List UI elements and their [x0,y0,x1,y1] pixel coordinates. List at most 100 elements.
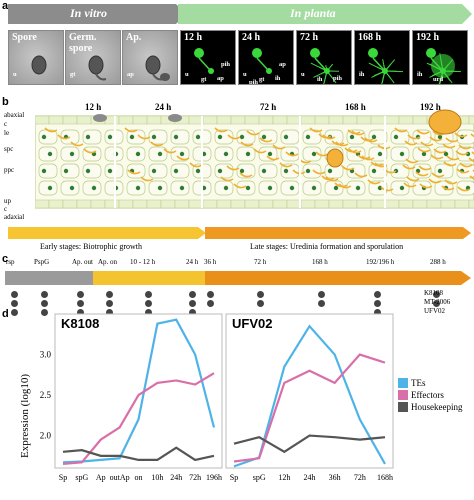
tissue-label: le [4,129,10,137]
micrograph-tile: 24 h u gt ih ap pih [238,30,294,85]
tile-title: Spore [12,32,37,43]
sample-dot [77,309,84,316]
micrograph-image [252,48,272,74]
sample-dot [318,291,325,298]
isolate-label: UFV02 [424,307,446,315]
structure-label: ap [217,75,224,82]
legend-swatch-tes [398,378,408,388]
micrograph-tile: 192 h ih urd [412,30,468,85]
x-tick-label: 36h [329,473,341,482]
x-tick-label: 72h [189,473,201,482]
late-stage-arrow [205,227,471,239]
late-stage-text: Late stages: Uredinia formation and spor… [250,242,404,251]
tissue-label: spc [4,145,14,153]
micrograph-tile: 12 h u gt ap pih [180,30,236,85]
tissue-label: abaxial [4,111,25,119]
chart-title: K8108 [61,316,99,331]
x-tick-label: spG [253,473,266,482]
tile-title: Germ. spore [69,32,97,54]
sample-dot [145,291,152,298]
tissue-label: adaxial [4,213,25,221]
sample-dot [189,309,196,316]
sample-dot [106,309,113,316]
sample-dot [11,300,18,307]
panel-d-label: d [2,308,9,320]
sample-dot [189,291,196,298]
structure-label: ih [359,71,365,78]
structure-label: pih [333,75,343,82]
x-tick-label: outAp [110,473,130,482]
series-line-effectors [62,372,215,466]
stage-name: rsp [6,258,15,266]
time-label: 24 h [155,102,172,112]
stage-name: 168 h [312,258,328,266]
stage-name: 24 h [186,258,199,266]
leaf-cross-section [35,109,474,209]
sample-dot [11,309,18,316]
isolate-label: K8108 [424,289,444,297]
x-tick-label: 12h [278,473,290,482]
micrograph-tile: 72 h u ih pih [296,30,352,85]
sample-dot [207,291,214,298]
x-tick-label: on [135,473,143,482]
stage-name: 36 h [204,258,217,266]
x-tick-label: spG [75,473,88,482]
sample-dot [257,300,264,307]
time-label: 192 h [420,102,441,112]
legend-label-housekeeping: Housekeeping [411,402,463,412]
structure-label: pih [249,79,259,85]
sample-dot [433,291,440,298]
tissue-label: up [4,197,11,205]
tile-title: 12 h [184,32,203,43]
stage-name: 72 h [254,258,267,266]
sample-dot [106,300,113,307]
tile-title: 72 h [300,32,319,43]
x-tick-label: 196h [206,473,222,482]
legend-item-effectors: Effectors [398,390,463,400]
micrograph-image [31,55,47,75]
series-line-housekeeping [62,446,215,462]
micrograph-tile: Ap. ap [122,30,178,85]
legend-item-tes: TEs [398,378,463,388]
isolate-label: MT-2006 [424,298,451,306]
sample-dot [374,309,381,316]
chart-legend: TEs Effectors Housekeeping [398,378,463,412]
tile-title: 168 h [358,32,382,43]
time-label: 168 h [345,102,366,112]
stage-name: 288 h [430,258,446,266]
x-tick-label: 168h [377,473,393,482]
structure-label: ih [317,76,323,83]
early-stage-arrow [8,227,206,239]
time-label: 12 h [85,102,102,112]
tissue-label: c [4,205,8,213]
tile-title: Ap. [126,32,142,43]
sample-dot [77,300,84,307]
sample-dot [207,300,214,307]
tissue-label: ppc [4,166,15,174]
micrograph-image [145,55,170,81]
stage-name: 192/196 h [366,258,395,266]
structure-label: u [13,71,17,78]
sample-dot [106,291,113,298]
structure-label: pih [221,61,231,68]
in-planta-banner: In planta [290,6,336,20]
legend-swatch-housekeeping [398,402,408,412]
time-label: 72 h [260,102,277,112]
structure-label: ap [127,71,134,78]
in-vitro-arrow [8,4,186,24]
structure-label: gt [259,76,265,83]
y-tick-label: 2.0 [40,431,52,441]
structure-label: gt [201,76,207,83]
sample-dot [189,300,196,307]
x-tick-label: 72h [354,473,366,482]
micrograph-image [368,48,404,84]
micrograph-tile: Germ. spore gt [65,30,121,85]
sample-dot [11,291,18,298]
panel-b-label: b [2,96,9,108]
stage-name: 10 - 12 h [130,258,156,266]
sample-dot [318,300,325,307]
x-tick-label: 10h [151,473,163,482]
y-tick-label: 3.0 [40,350,52,360]
tile-title: 192 h [416,32,440,43]
early-stage-text: Early stages: Biotrophic growth [40,242,142,251]
